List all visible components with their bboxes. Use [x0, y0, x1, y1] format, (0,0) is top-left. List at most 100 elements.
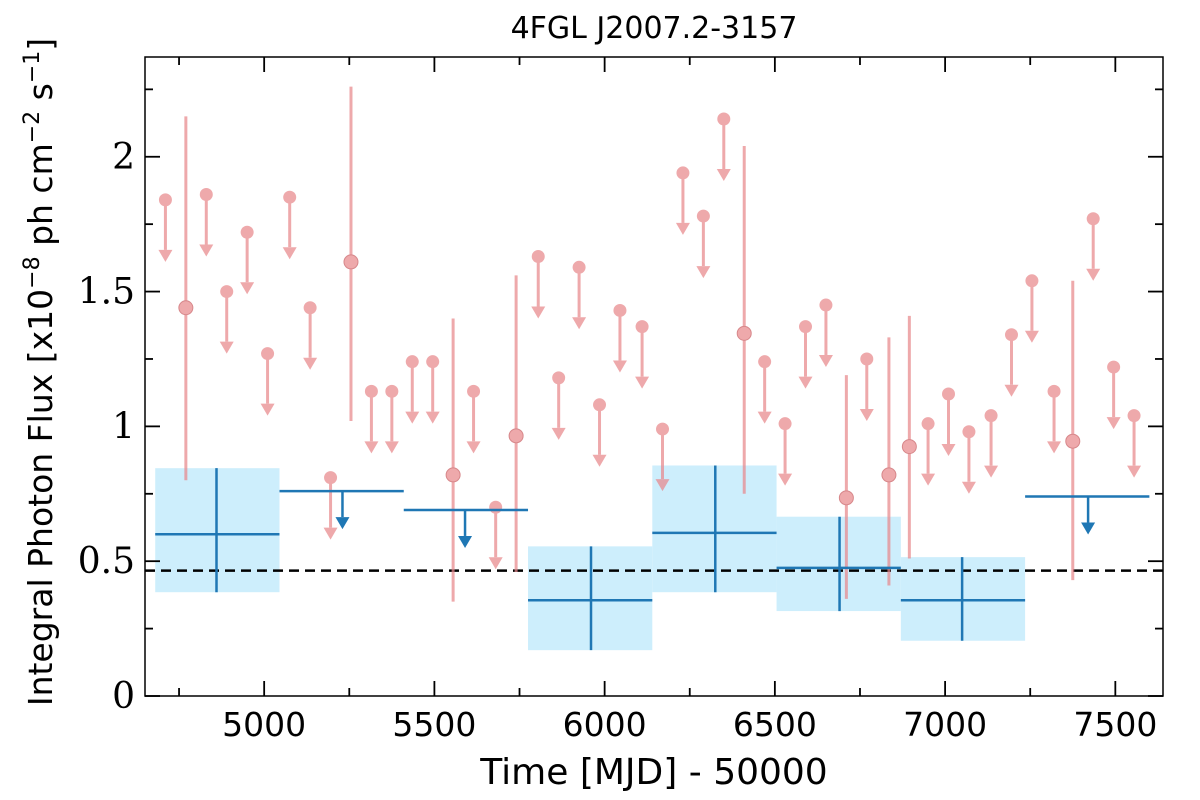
- short-bin-detection: [178, 116, 194, 481]
- upper-limit-marker: [921, 417, 935, 431]
- upper-limit-marker: [676, 166, 690, 180]
- upper-limit-marker: [489, 500, 503, 514]
- upper-limit-marker: [385, 384, 399, 398]
- short-bin-upper-limit: [921, 417, 936, 486]
- short-bin-upper-limit: [757, 355, 772, 424]
- upper-limit-arrowhead: [984, 465, 999, 478]
- y-tick-label: 1.5: [78, 272, 135, 313]
- long-bin-detection: [900, 557, 1026, 641]
- short-bin-detection: [838, 375, 854, 599]
- upper-limit-arrowhead: [240, 282, 255, 295]
- upper-limit-marker: [984, 409, 998, 423]
- upper-limit-marker: [283, 190, 297, 204]
- upper-limit-marker: [1086, 212, 1100, 226]
- detection-marker: [838, 490, 854, 506]
- upper-limit-marker: [593, 398, 607, 412]
- upper-limit-arrowhead: [859, 408, 874, 421]
- upper-limit-arrowhead: [199, 244, 214, 257]
- upper-limit-marker: [467, 384, 481, 398]
- short-bin-upper-limit: [984, 409, 999, 478]
- short-bin-upper-limit: [961, 425, 976, 494]
- short-bin-upper-limit: [1086, 212, 1101, 281]
- short-bin-detection: [1065, 280, 1081, 581]
- x-tick-label: 7500: [1073, 705, 1157, 744]
- short-bin-upper-limit: [859, 352, 874, 421]
- upper-limit-marker: [758, 355, 772, 369]
- detection-marker: [736, 325, 752, 341]
- y-tick-label: 2: [112, 137, 135, 178]
- upper-limit-marker: [942, 387, 956, 401]
- upper-limit-marker: [799, 320, 813, 334]
- short-bin-upper-limit: [551, 371, 566, 440]
- upper-limit-arrowhead: [716, 169, 731, 182]
- short-bin-detection: [445, 318, 461, 602]
- upper-limit-arrowhead: [592, 454, 607, 467]
- short-bin-upper-limit: [675, 166, 690, 235]
- short-bin-upper-limit: [818, 298, 833, 368]
- short-bin-detection: [736, 145, 752, 494]
- upper-limit-arrowhead: [303, 357, 318, 370]
- short-bin-upper-limit: [941, 387, 956, 457]
- upper-limit-arrowhead: [364, 441, 379, 454]
- long-ul-arrowhead: [458, 535, 473, 548]
- upper-limit-arrowhead: [921, 473, 936, 486]
- short-bin-upper-limit: [1127, 409, 1142, 478]
- short-bin-upper-limit: [240, 225, 255, 295]
- short-bin-upper-limit: [635, 320, 650, 389]
- upper-limit-marker: [426, 355, 440, 369]
- long-bin-detection: [155, 468, 280, 593]
- short-bin-upper-limit: [572, 260, 587, 330]
- detection-marker: [343, 254, 359, 270]
- upper-limit-marker: [199, 188, 213, 202]
- long-ul-arrowhead: [1081, 522, 1096, 535]
- upper-limit-arrowhead: [572, 317, 587, 330]
- upper-limit-arrowhead: [219, 341, 234, 354]
- upper-limit-marker: [635, 320, 649, 334]
- short-bin-upper-limit: [798, 320, 813, 389]
- upper-limit-arrowhead: [488, 557, 503, 570]
- plot-area: 5000 5500 6000 6500 7000 7500 0 0.5 1 1.5 2: [78, 56, 1164, 744]
- short-bin-upper-limit: [1047, 384, 1062, 454]
- upper-limit-marker: [552, 371, 566, 385]
- upper-limit-arrowhead: [1106, 417, 1121, 430]
- short-bin-upper-limit: [323, 471, 338, 540]
- upper-limit-arrowhead: [612, 360, 627, 373]
- long-bin-detection: [528, 546, 653, 651]
- upper-limit-marker: [656, 422, 670, 436]
- upper-limit-arrowhead: [531, 306, 546, 319]
- upper-limit-marker: [240, 225, 254, 239]
- short-bin-upper-limit: [260, 347, 275, 416]
- upper-limit-marker: [364, 384, 378, 398]
- short-bin-detection: [881, 337, 897, 586]
- upper-limit-arrowhead: [961, 481, 976, 494]
- upper-limit-marker: [717, 112, 731, 126]
- short-bin-upper-limit: [778, 417, 793, 486]
- upper-limit-marker: [261, 347, 275, 361]
- upper-limit-arrowhead: [941, 444, 956, 457]
- upper-limit-arrowhead: [405, 411, 420, 424]
- upper-limit-arrowhead: [1047, 441, 1062, 454]
- long-bin-upper-limit: [1025, 495, 1150, 535]
- upper-limit-marker: [1107, 360, 1121, 374]
- upper-limit-arrowhead: [1004, 384, 1019, 397]
- short-bin-upper-limit: [364, 384, 379, 454]
- upper-limit-marker: [324, 471, 338, 485]
- upper-limit-marker: [778, 417, 792, 431]
- y-tick-label: 0: [112, 676, 135, 717]
- long-bin-detection: [652, 465, 777, 593]
- short-bin-upper-limit: [655, 422, 670, 492]
- plot-frame: [144, 56, 1164, 697]
- detection-marker: [178, 300, 194, 316]
- short-bin-upper-limit: [199, 188, 214, 257]
- long-bin-detection: [776, 516, 901, 612]
- upper-limit-marker: [303, 301, 317, 315]
- upper-limit-arrowhead: [818, 355, 833, 368]
- short-bin-upper-limit: [425, 355, 440, 424]
- long-bin-upper-limit: [403, 508, 529, 548]
- short-bin-upper-limit: [531, 250, 546, 319]
- short-bin-upper-limit: [158, 193, 173, 262]
- short-bin-upper-limit: [1024, 274, 1039, 343]
- short-bin-upper-limit: [405, 355, 420, 424]
- upper-limit-arrowhead: [282, 247, 297, 260]
- detection-marker: [508, 428, 524, 444]
